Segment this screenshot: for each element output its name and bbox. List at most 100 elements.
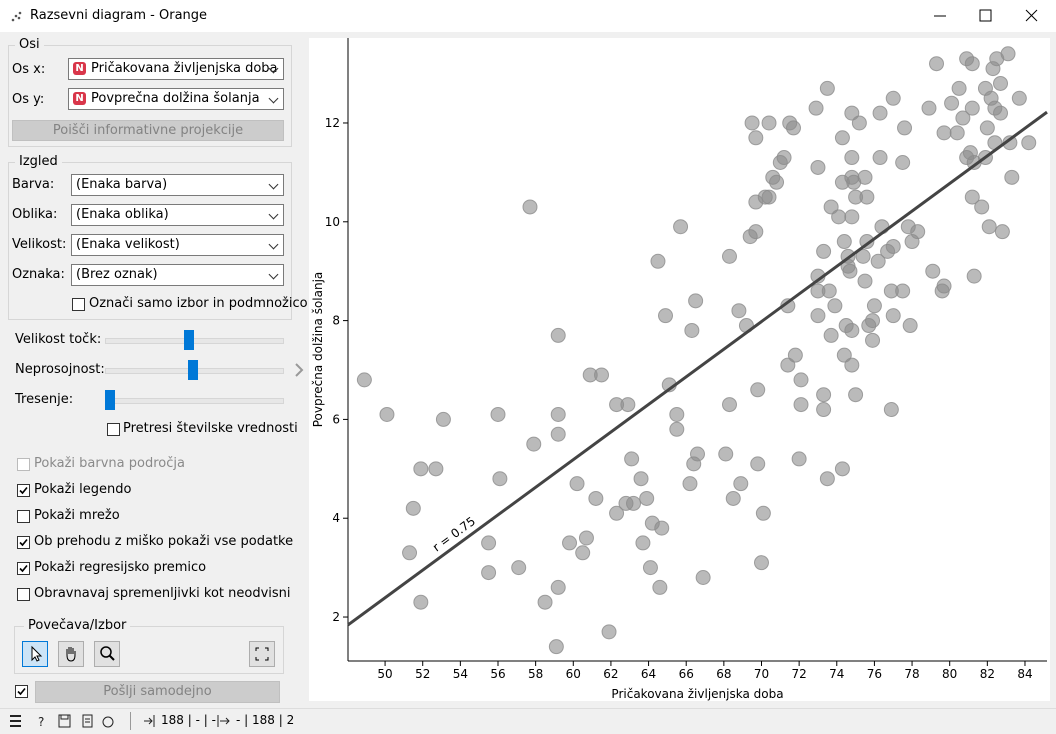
point	[761, 115, 777, 131]
slider-handle[interactable]	[188, 360, 198, 380]
point	[885, 308, 901, 324]
point	[1011, 90, 1027, 106]
label: Oblika:	[12, 207, 58, 222]
point	[897, 120, 913, 136]
point	[761, 189, 777, 205]
select-tool[interactable]	[22, 641, 48, 667]
window-buttons[interactable]	[930, 6, 1050, 26]
point	[594, 367, 610, 383]
checkbox[interactable]	[17, 588, 30, 601]
combo[interactable]: (Enaka oblika)	[71, 204, 284, 226]
point	[816, 402, 832, 418]
point	[785, 120, 801, 136]
point	[481, 535, 497, 551]
collapse-arrow[interactable]	[292, 362, 306, 378]
label: Os y:	[12, 92, 45, 107]
point	[652, 579, 668, 595]
x-tick-label: 78	[904, 667, 919, 681]
point	[836, 234, 852, 250]
x-tick-label: 52	[415, 667, 430, 681]
point	[816, 387, 832, 403]
combo[interactable]: (Enaka barva)	[71, 174, 284, 196]
slider-handle[interactable]	[105, 390, 115, 410]
checkbox-label: Obravnavaj spremenljivki kot neodvisni	[34, 586, 291, 601]
zoom-tool[interactable]	[94, 641, 120, 667]
projection-button[interactable]: Poišči informativne projekcije	[12, 120, 284, 141]
y-tick-label: 6	[332, 412, 340, 426]
point	[402, 545, 418, 561]
combo[interactable]: (Brez oznak)	[71, 264, 284, 286]
check-mark	[17, 687, 26, 696]
point	[718, 446, 734, 462]
check-mark	[19, 564, 28, 573]
x-tick-label: 56	[490, 667, 505, 681]
point	[490, 406, 506, 422]
point	[658, 308, 674, 324]
combo-value: (Brez oznak)	[76, 267, 158, 282]
point	[413, 461, 429, 477]
point	[601, 624, 617, 640]
checkbox[interactable]	[17, 458, 30, 471]
y-tick-label: 2	[332, 610, 340, 624]
point	[405, 500, 421, 516]
look-group	[8, 162, 292, 320]
point	[964, 56, 980, 72]
checkbox[interactable]	[72, 298, 85, 311]
checkbox-label: Označi samo izbor in podmnožico	[89, 296, 308, 311]
x-axis-combo[interactable]: N Pričakovana življenjska doba	[68, 58, 284, 80]
combo[interactable]: (Enaka velikost)	[71, 234, 284, 256]
point	[669, 406, 685, 422]
point	[870, 253, 886, 269]
checkbox[interactable]	[17, 536, 30, 549]
checkbox[interactable]	[17, 562, 30, 575]
point	[721, 248, 737, 264]
check-mark	[19, 538, 28, 547]
checkbox[interactable]	[107, 423, 120, 436]
point	[650, 253, 666, 269]
point	[836, 347, 852, 363]
reset-zoom[interactable]	[249, 641, 275, 667]
point	[1000, 46, 1016, 62]
checkbox[interactable]	[17, 484, 30, 497]
point	[537, 594, 553, 610]
point	[626, 495, 642, 511]
point	[902, 318, 918, 334]
point	[769, 174, 785, 190]
slider-track	[105, 398, 284, 404]
point	[993, 75, 1009, 91]
slider-handle[interactable]	[184, 330, 194, 350]
point	[857, 273, 873, 289]
x-tick-label: 76	[867, 667, 882, 681]
point	[356, 372, 372, 388]
slider-track	[105, 338, 284, 344]
x-tick-label: 60	[566, 667, 581, 681]
check-mark	[19, 486, 28, 495]
x-tick-label: 72	[791, 667, 806, 681]
checkbox[interactable]	[15, 685, 28, 698]
point	[695, 570, 711, 586]
point	[981, 219, 997, 235]
point	[481, 565, 497, 581]
point	[964, 100, 980, 116]
point	[844, 150, 860, 166]
point	[624, 451, 640, 467]
checkbox-label: Pokaži legendo	[34, 482, 132, 497]
send-button[interactable]: Pošlji samodejno	[35, 681, 280, 703]
x-tick-label: 84	[1017, 667, 1032, 681]
zoom-group	[14, 626, 284, 674]
regression-line	[347, 110, 1048, 627]
y-tick-label: 8	[332, 314, 340, 328]
point	[639, 490, 655, 506]
x-axis-label: Pričakovana življenjska doba	[611, 687, 783, 701]
checkbox[interactable]	[17, 510, 30, 523]
label: Barva:	[12, 177, 55, 192]
y-axis-combo[interactable]: N Povprečna dolžina šolanja	[68, 88, 284, 110]
point	[750, 456, 766, 472]
x-tick-label: 74	[829, 667, 844, 681]
point	[791, 451, 807, 467]
checkbox-label: Ob prehodu z miško pokaži vse podatke	[34, 534, 294, 549]
pan-tool[interactable]	[58, 641, 84, 667]
point	[1004, 169, 1020, 185]
x-tick-label: 64	[641, 667, 656, 681]
